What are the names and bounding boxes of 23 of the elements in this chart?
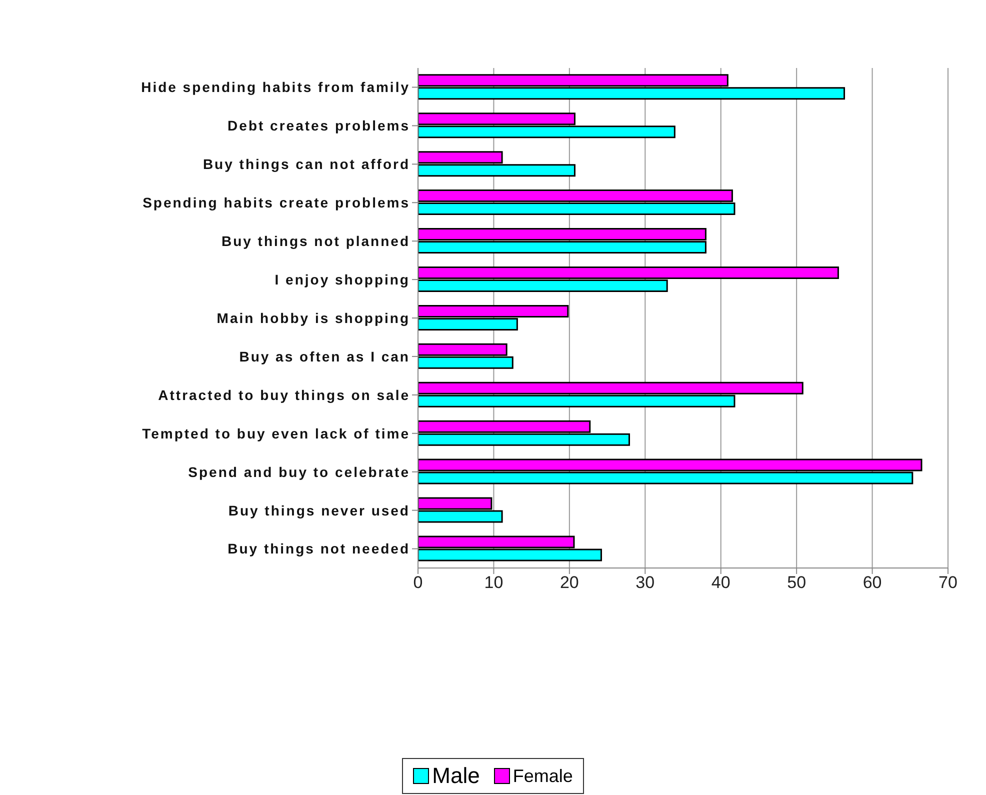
x-tick-label: 70 [938, 573, 958, 592]
x-tick-label: 10 [484, 573, 504, 592]
x-tick-label: 50 [787, 573, 806, 592]
y-tick-label: Debt creates problems [228, 118, 410, 134]
y-tick-label: Buy things never used [228, 502, 410, 518]
y-tick-label: Buy things not planned [221, 233, 410, 250]
x-tick-label: 60 [862, 573, 882, 592]
legend-label: Female [512, 766, 573, 786]
x-tick-label: 0 [413, 573, 423, 592]
x-tick-label: 40 [711, 573, 730, 592]
y-tick-label: Spend and buy to celebrate [188, 464, 410, 480]
y-tick-label: Buy things can not afford [202, 156, 410, 172]
y-tick-label: Spending habits create problems [142, 194, 410, 211]
y-tick-label: Buy as often as I can [239, 348, 410, 364]
y-tick-label: Main hobby is shopping [216, 310, 410, 326]
y-tick-label: Hide spending habits from family [141, 79, 410, 96]
y-tick-label: Buy things not needed [228, 540, 410, 557]
x-tick-label: 20 [560, 573, 579, 592]
y-tick-label: Attracted to buy things on sale [158, 386, 410, 403]
x-tick-label: 30 [636, 573, 655, 592]
legend-label: Male [432, 763, 480, 789]
y-tick-label: I enjoy shopping [274, 272, 410, 288]
y-tick-label: Tempted to buy even lack of time [142, 425, 410, 442]
